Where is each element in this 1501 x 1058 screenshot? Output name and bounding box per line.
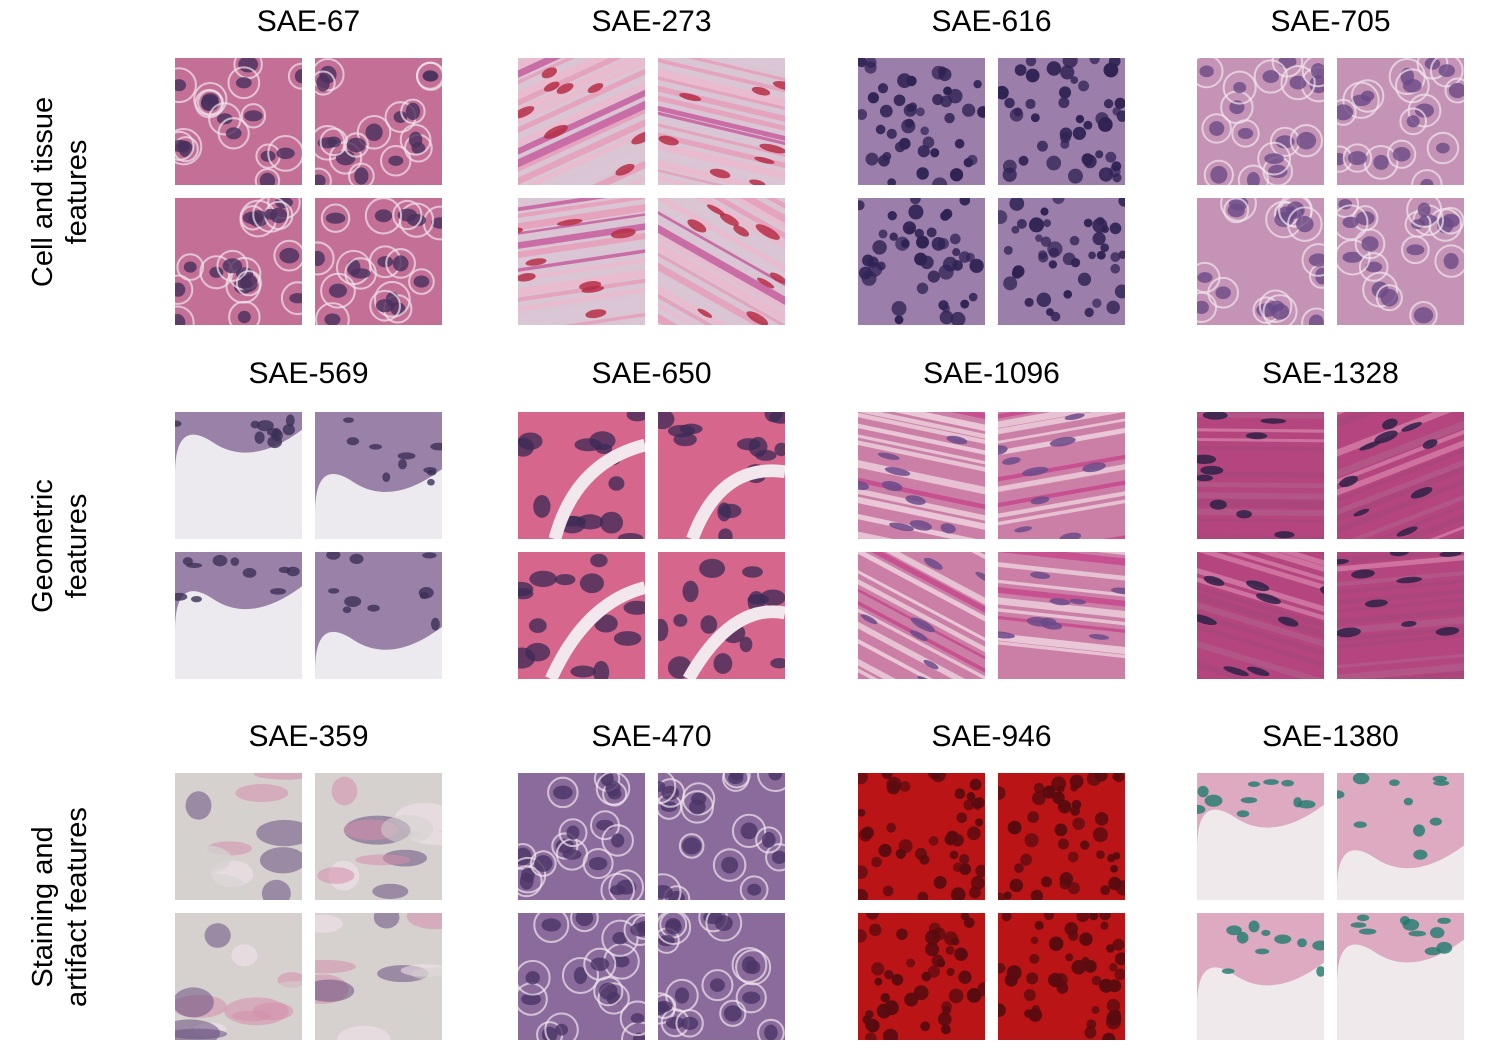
histology-patch bbox=[858, 58, 985, 185]
histology-patch bbox=[998, 773, 1125, 900]
panel-title: SAE-1380 bbox=[1262, 720, 1399, 753]
histology-patch bbox=[315, 412, 442, 539]
histology-patch bbox=[998, 198, 1125, 325]
histology-patch bbox=[658, 198, 785, 325]
histology-patch bbox=[998, 552, 1125, 679]
histology-patch bbox=[1197, 913, 1324, 1040]
row-label: Staining and artifact features bbox=[0, 773, 120, 1040]
histology-patch bbox=[1337, 773, 1464, 900]
histology-patch bbox=[518, 58, 645, 185]
histology-patch bbox=[315, 198, 442, 325]
histology-patch bbox=[658, 412, 785, 539]
panel-title: SAE-616 bbox=[931, 5, 1052, 38]
histology-patch bbox=[1197, 58, 1324, 185]
panel-title: SAE-67 bbox=[256, 5, 361, 38]
panel-title: SAE-1328 bbox=[1262, 357, 1399, 390]
panel-title: SAE-1096 bbox=[923, 357, 1060, 390]
histology-patch bbox=[1197, 412, 1324, 539]
histology-patch bbox=[1337, 552, 1464, 679]
panel-title: SAE-946 bbox=[931, 720, 1052, 753]
histology-patch bbox=[1337, 913, 1464, 1040]
histology-patch bbox=[518, 412, 645, 539]
panel-title: SAE-273 bbox=[591, 5, 712, 38]
histology-patch bbox=[858, 773, 985, 900]
histology-patch bbox=[1197, 773, 1324, 900]
histology-patch bbox=[175, 198, 302, 325]
histology-patch bbox=[858, 412, 985, 539]
histology-patch bbox=[1337, 198, 1464, 325]
histology-patch bbox=[1337, 58, 1464, 185]
histology-patch bbox=[175, 412, 302, 539]
panel-title: SAE-650 bbox=[591, 357, 712, 390]
panel-title: SAE-569 bbox=[248, 357, 369, 390]
histology-patch bbox=[175, 552, 302, 679]
row-label-line: artifact features bbox=[61, 806, 93, 1007]
histology-patch bbox=[315, 913, 442, 1040]
histology-patch bbox=[315, 773, 442, 900]
row-label-line: Geometric bbox=[27, 478, 60, 613]
histology-patch bbox=[175, 58, 302, 185]
histology-patch bbox=[658, 773, 785, 900]
panel-title: SAE-705 bbox=[1270, 5, 1391, 38]
histology-patch bbox=[175, 913, 302, 1040]
row-label-line: Staining and bbox=[27, 825, 59, 988]
row-label: Cell and tissue features bbox=[0, 58, 120, 325]
histology-patch bbox=[1197, 552, 1324, 679]
histology-patch bbox=[315, 58, 442, 185]
histology-patch bbox=[1337, 412, 1464, 539]
histology-patch bbox=[858, 913, 985, 1040]
histology-patch bbox=[858, 552, 985, 679]
panel-title: SAE-470 bbox=[591, 720, 712, 753]
histology-patch bbox=[658, 58, 785, 185]
histology-patch bbox=[998, 58, 1125, 185]
histology-patch bbox=[1197, 198, 1324, 325]
panel-title: SAE-359 bbox=[248, 720, 369, 753]
histology-patch bbox=[518, 198, 645, 325]
histology-patch bbox=[518, 773, 645, 900]
row-label-line: Cell and tissue bbox=[27, 96, 59, 287]
row-label: Geometric features bbox=[0, 412, 120, 679]
histology-patch bbox=[175, 773, 302, 900]
histology-patch bbox=[658, 552, 785, 679]
row-label-line: features bbox=[61, 493, 94, 598]
histology-patch bbox=[518, 913, 645, 1040]
histology-patch bbox=[998, 913, 1125, 1040]
row-label-line: features bbox=[61, 139, 93, 244]
histology-patch bbox=[518, 552, 645, 679]
histology-patch bbox=[858, 198, 985, 325]
histology-patch bbox=[998, 412, 1125, 539]
histology-patch bbox=[658, 913, 785, 1040]
histology-patch bbox=[315, 552, 442, 679]
